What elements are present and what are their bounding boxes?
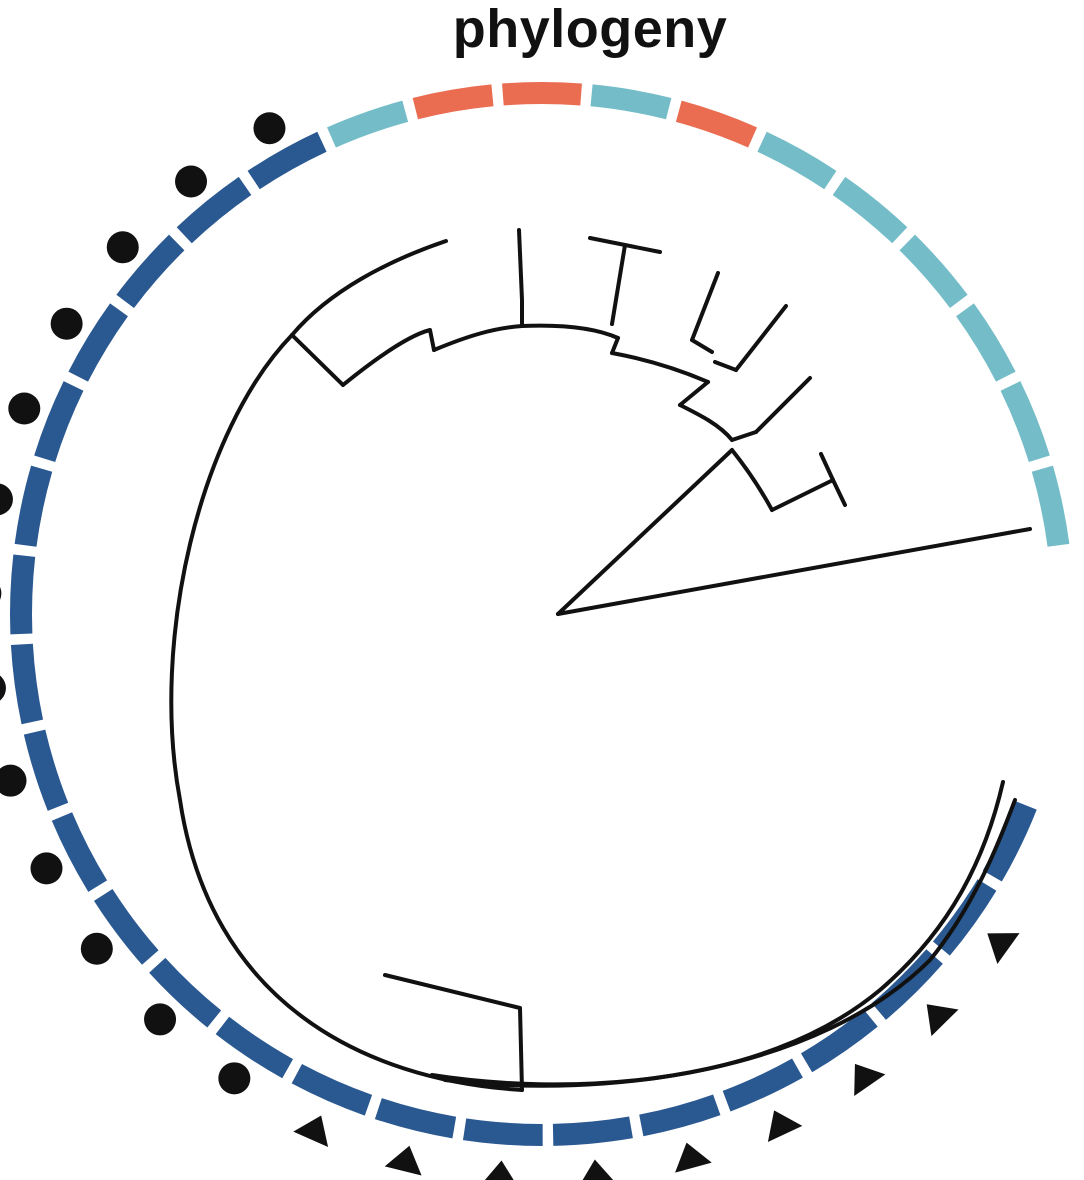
ring-segment-light-blue [757,131,837,190]
tree-branch [290,239,448,337]
phylogenetic-tree [169,228,1032,1092]
ring-segment-light-blue [1031,465,1070,547]
leaf-branch [730,430,758,442]
ring-segment-dark-blue [9,554,36,635]
triangle-marker [293,1115,329,1147]
ring-segment-dark-blue [639,1094,721,1137]
leaf-branch [517,228,524,328]
leaf-branch [831,478,847,507]
triangle-marker [675,1142,712,1173]
tree-branch [432,324,524,352]
circle-marker [253,112,286,145]
tree-branch [610,351,710,384]
ring-segment-dark-blue [116,234,185,309]
tree-branch [678,403,734,442]
annotation-ring [9,82,1070,1146]
ring-segment-dark-blue [23,729,69,811]
ring-segment-dark-blue [176,176,252,244]
circle-marker [144,1003,177,1036]
ring-segment-dark-blue [552,1116,633,1146]
ring-segment-dark-blue [247,131,327,190]
ring-segment-light-blue [832,176,908,244]
marker-layer [0,112,1020,1180]
ring-segment-dark-blue [51,812,108,892]
triangle-marker [767,1110,803,1143]
triangle-marker [926,1004,959,1037]
ring-segment-dark-blue [34,381,84,463]
tree-branch [290,333,345,387]
tree-branch [556,527,1032,616]
ring-segment-dark-blue [149,957,222,1028]
ring-segment-light-blue [956,303,1016,382]
tree-branch [383,973,524,1092]
tree-branch [169,333,524,1092]
tree-branch [430,780,1005,1087]
tree-branch [520,323,620,340]
circle-marker [175,165,208,198]
triangle-marker [484,1160,514,1180]
ring-segment-dark-blue [982,801,1037,882]
ring-segment-light-blue [590,84,672,120]
circle-marker [0,483,13,516]
ring-segment-light-blue [327,100,409,148]
circle-marker [80,932,113,965]
tree-branch [730,448,774,512]
leaf-branch [819,452,835,482]
ring-segment-dark-blue [800,1009,878,1073]
tree-branch [443,798,1017,1088]
circle-marker [8,392,41,425]
circle-marker [218,1062,251,1095]
ring-segment-dark-blue [68,303,128,382]
tree-branch [610,336,620,355]
circle-marker [0,586,2,600]
ring-segment-dark-blue [10,643,44,725]
leaf-branch [610,243,627,326]
leaf-branch [690,338,714,354]
ring-segment-dark-blue [722,1058,803,1112]
triangle-marker [582,1159,614,1180]
ring-segment-light-blue [899,234,968,309]
ring-segment-dark-blue [215,1016,294,1079]
ring-segment-dark-blue [462,1118,543,1146]
tree-branch [556,448,734,616]
tree-branch [341,328,436,387]
triangle-marker [854,1063,886,1097]
ring-segment-dark-blue [14,465,53,547]
leaf-branch [690,271,720,342]
circle-marker [0,764,27,797]
circle-marker [0,675,6,701]
triangle-marker [384,1145,422,1176]
ring-segment-salmon [502,82,582,106]
ring-segment-dark-blue [291,1064,373,1116]
ring-segment-salmon [675,100,757,148]
leaf-branch [734,304,788,372]
ring-segment-dark-blue [93,889,159,965]
circle-marker [106,231,139,264]
circle-marker [50,307,83,340]
leaf-branch [770,478,835,512]
leaf-branch [588,236,662,254]
ring-segment-dark-blue [374,1098,457,1139]
tree-branch [678,380,710,407]
ring-segment-light-blue [1000,381,1050,463]
diagram-title: phylogeny [452,0,728,59]
leaf-branch [754,376,812,434]
circle-marker [30,852,63,885]
leaf-branch [713,360,738,372]
triangle-marker [987,933,1020,964]
ring-segment-salmon [412,84,494,120]
